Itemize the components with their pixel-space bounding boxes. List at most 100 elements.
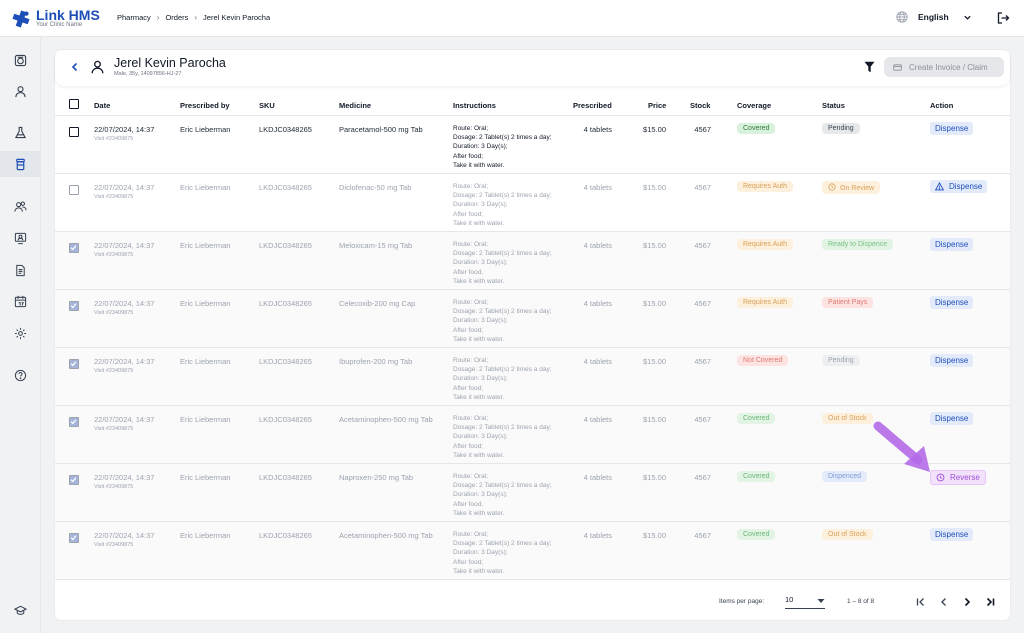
status-label: Dispenced (828, 473, 862, 480)
sidebar-item-patients[interactable] (0, 78, 41, 104)
users-icon (14, 201, 27, 212)
instruction-line: Dosage: 2 Tablet(s) 2 times a day; (453, 482, 552, 490)
prescriber-name: Eric Lieberman (180, 473, 231, 482)
back-arrow-icon[interactable] (69, 61, 81, 73)
column-header-stock[interactable]: Stock (690, 101, 711, 110)
row-checkbox[interactable] (69, 185, 79, 195)
reverse-button[interactable]: Reverse (930, 470, 986, 485)
sidebar-item-pharmacy[interactable] (0, 151, 41, 177)
items-per-page-select[interactable]: 10 (785, 595, 825, 609)
row-checkbox[interactable] (69, 301, 79, 311)
instruction-line: Route: Oral; (453, 473, 489, 480)
globe-icon (896, 11, 908, 23)
row-checkbox[interactable] (69, 359, 79, 369)
sidebar-item-help[interactable] (0, 362, 41, 388)
column-header-status[interactable]: Status (822, 101, 845, 110)
app-logo[interactable]: Link HMS Your Clinic Name (12, 8, 100, 29)
status-label: Patient Pays (828, 299, 868, 306)
instruction-line: After food; (453, 442, 483, 450)
sidebar-item-learning[interactable] (0, 597, 41, 623)
pagination-range: 1 – 8 of 8 (847, 598, 875, 605)
instruction-line: Route: Oral; (453, 241, 489, 248)
sidebar (0, 37, 41, 633)
dispense-button[interactable]: Dispense (930, 122, 974, 135)
column-header-price[interactable]: Price (648, 101, 667, 110)
dispense-button[interactable]: Dispense (930, 528, 974, 541)
filter-icon[interactable] (864, 61, 875, 73)
column-header-prescribed-by[interactable]: Prescribed by (180, 101, 230, 110)
column-header-date[interactable]: Date (94, 101, 111, 110)
status-badge: Pending (822, 355, 860, 366)
price: $15.00 (643, 531, 666, 540)
instructions: Route: Oral; Dosage: 2 Tablet(s) 2 times … (453, 182, 552, 228)
sidebar-item-settings[interactable] (0, 320, 41, 346)
sidebar-item-staff[interactable] (0, 193, 41, 219)
prescribed-quantity: 4 tablets (583, 531, 612, 540)
sku-code: LKDJC0348265 (259, 415, 312, 424)
table-row: 22/07/2024, 14:37 Visit #23409875 Eric L… (55, 174, 1010, 232)
status-label: Pending (828, 357, 854, 364)
status-badge: Pending (822, 123, 860, 134)
medicine-name: Ibuprofen-200 mg Tab (339, 357, 413, 366)
select-all-checkbox[interactable] (69, 99, 79, 109)
dispense-button[interactable]: Dispense (930, 354, 974, 367)
dispense-button[interactable]: Dispense (930, 412, 974, 425)
order-date: 22/07/2024, 14:37 (94, 473, 155, 482)
column-header-instructions[interactable]: Instructions (453, 101, 496, 110)
sidebar-item-calendar[interactable] (0, 288, 41, 314)
sidebar-item-lab[interactable] (0, 119, 41, 145)
table-row: 22/07/2024, 14:37 Visit #23409875 Eric L… (55, 232, 1010, 290)
first-page-icon[interactable] (915, 596, 927, 608)
instruction-line: Dosage: 2 Tablet(s) 2 times a day; (453, 540, 552, 548)
coverage-badge: Requires Auth (737, 239, 793, 250)
row-checkbox[interactable] (69, 243, 79, 253)
sidebar-item-dashboard[interactable] (0, 47, 41, 73)
column-header-sku[interactable]: SKU (259, 101, 275, 110)
video-screen-icon (14, 232, 27, 244)
column-header-coverage[interactable]: Coverage (737, 101, 772, 110)
language-selector[interactable]: English (896, 11, 972, 23)
dispense-button[interactable]: Dispense (930, 180, 988, 193)
coverage-badge: Requires Auth (737, 181, 793, 192)
row-checkbox[interactable] (69, 533, 79, 543)
dispense-button[interactable]: Dispense (930, 296, 974, 309)
breadcrumb-item-pharmacy[interactable]: Pharmacy (117, 13, 151, 22)
last-page-icon[interactable] (984, 596, 996, 608)
row-checkbox[interactable] (69, 475, 79, 485)
pagination: Items per page: 10 1 – 8 of 8 (55, 587, 1010, 620)
sidebar-item-reports[interactable] (0, 257, 41, 283)
column-header-prescribed[interactable]: Prescribed (573, 101, 612, 110)
logout-icon[interactable] (996, 11, 1010, 25)
next-page-icon[interactable] (961, 596, 973, 608)
create-invoice-button[interactable]: Create Invoice / Claim (884, 57, 1004, 77)
row-checkbox[interactable] (69, 127, 79, 137)
coverage-label: Requires Auth (743, 183, 787, 190)
instruction-line: After food; (453, 210, 483, 218)
price: $15.00 (643, 415, 666, 424)
previous-page-icon[interactable] (938, 596, 950, 608)
coverage-label: Requires Auth (743, 299, 787, 306)
dispense-button[interactable]: Dispense (930, 238, 974, 251)
instruction-line: Duration: 3 Day(s); (453, 375, 508, 383)
status-badge: Dispenced (822, 471, 868, 482)
medicine-name: Meloxicam-15 mg Tab (339, 241, 413, 250)
document-icon (16, 264, 25, 276)
stock-count: 4567 (694, 357, 711, 366)
action-label: Dispense (935, 124, 969, 133)
coverage-badge: Not Covered (737, 355, 789, 366)
instructions: Route: Oral; Dosage: 2 Tablet(s) 2 times … (453, 530, 552, 576)
row-checkbox[interactable] (69, 417, 79, 427)
status-label: Pending (828, 125, 854, 132)
coverage-label: Covered (743, 125, 770, 132)
instruction-line: Route: Oral; (453, 183, 489, 190)
table-row: 22/07/2024, 14:37 Visit #23409875 Eric L… (55, 522, 1010, 580)
instructions: Route: Oral; Dosage: 2 Tablet(s) 2 times … (453, 356, 552, 402)
stock-count: 4567 (694, 415, 711, 424)
coverage-badge: Covered (737, 471, 776, 482)
sidebar-item-telemedicine[interactable] (0, 225, 41, 251)
status-badge: Out of Stock (822, 529, 873, 540)
column-header-medicine[interactable]: Medicine (339, 101, 372, 110)
action-label: Dispense (935, 240, 969, 249)
breadcrumb-item-orders[interactable]: Orders (165, 13, 189, 22)
order-date: 22/07/2024, 14:37 (94, 357, 155, 366)
